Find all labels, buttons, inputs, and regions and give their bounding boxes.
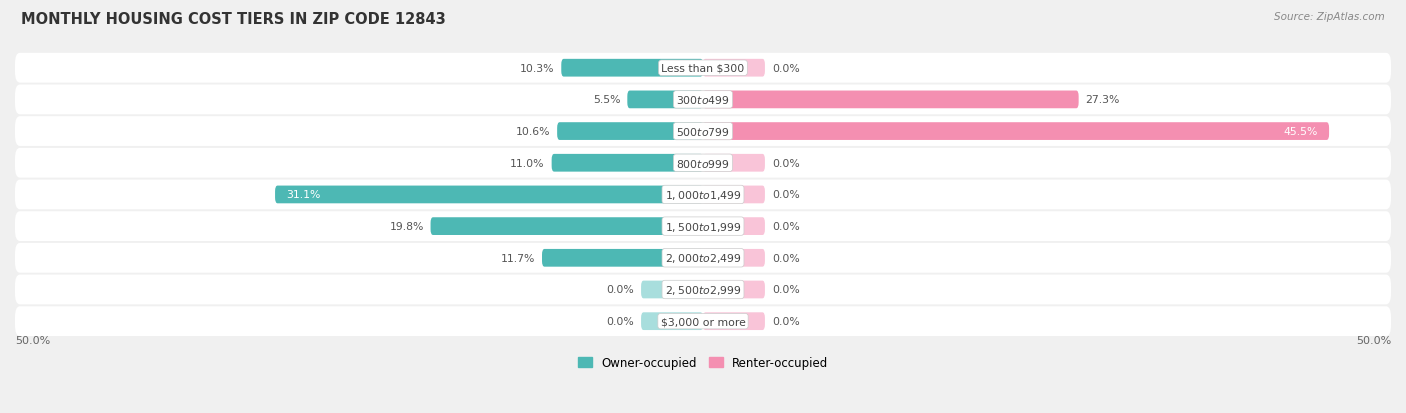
Text: 0.0%: 0.0%: [772, 253, 800, 263]
Text: 0.0%: 0.0%: [772, 64, 800, 74]
Text: 11.7%: 11.7%: [501, 253, 536, 263]
FancyBboxPatch shape: [15, 212, 1391, 242]
FancyBboxPatch shape: [557, 123, 703, 140]
Text: MONTHLY HOUSING COST TIERS IN ZIP CODE 12843: MONTHLY HOUSING COST TIERS IN ZIP CODE 1…: [21, 12, 446, 27]
Text: 50.0%: 50.0%: [1355, 335, 1391, 345]
Text: $2,500 to $2,999: $2,500 to $2,999: [665, 283, 741, 296]
Text: 19.8%: 19.8%: [389, 222, 423, 232]
FancyBboxPatch shape: [430, 218, 703, 235]
FancyBboxPatch shape: [703, 123, 1329, 140]
FancyBboxPatch shape: [15, 85, 1391, 115]
FancyBboxPatch shape: [703, 313, 765, 330]
FancyBboxPatch shape: [15, 117, 1391, 147]
Text: 27.3%: 27.3%: [1085, 95, 1121, 105]
Text: 0.0%: 0.0%: [606, 285, 634, 295]
FancyBboxPatch shape: [541, 249, 703, 267]
Legend: Owner-occupied, Renter-occupied: Owner-occupied, Renter-occupied: [572, 352, 834, 374]
Text: 0.0%: 0.0%: [772, 158, 800, 169]
Text: 10.6%: 10.6%: [516, 127, 550, 137]
Text: 5.5%: 5.5%: [593, 95, 620, 105]
Text: 10.3%: 10.3%: [520, 64, 554, 74]
FancyBboxPatch shape: [551, 154, 703, 172]
FancyBboxPatch shape: [561, 60, 703, 77]
Text: 0.0%: 0.0%: [772, 190, 800, 200]
FancyBboxPatch shape: [641, 281, 703, 299]
FancyBboxPatch shape: [15, 243, 1391, 273]
FancyBboxPatch shape: [703, 91, 1078, 109]
Text: 45.5%: 45.5%: [1284, 127, 1317, 137]
FancyBboxPatch shape: [703, 249, 765, 267]
Text: 0.0%: 0.0%: [606, 316, 634, 326]
FancyBboxPatch shape: [703, 154, 765, 172]
Text: $800 to $999: $800 to $999: [676, 157, 730, 169]
Text: $300 to $499: $300 to $499: [676, 94, 730, 106]
FancyBboxPatch shape: [15, 306, 1391, 336]
FancyBboxPatch shape: [15, 54, 1391, 83]
FancyBboxPatch shape: [276, 186, 703, 204]
FancyBboxPatch shape: [703, 281, 765, 299]
Text: $3,000 or more: $3,000 or more: [661, 316, 745, 326]
FancyBboxPatch shape: [641, 313, 703, 330]
FancyBboxPatch shape: [703, 186, 765, 204]
FancyBboxPatch shape: [703, 60, 765, 77]
Text: 0.0%: 0.0%: [772, 285, 800, 295]
Text: 11.0%: 11.0%: [510, 158, 544, 169]
FancyBboxPatch shape: [15, 149, 1391, 178]
Text: 0.0%: 0.0%: [772, 316, 800, 326]
Text: $2,000 to $2,499: $2,000 to $2,499: [665, 252, 741, 265]
Text: $500 to $799: $500 to $799: [676, 126, 730, 138]
Text: 31.1%: 31.1%: [285, 190, 321, 200]
FancyBboxPatch shape: [627, 91, 703, 109]
FancyBboxPatch shape: [703, 218, 765, 235]
FancyBboxPatch shape: [15, 275, 1391, 305]
Text: $1,000 to $1,499: $1,000 to $1,499: [665, 188, 741, 202]
Text: 0.0%: 0.0%: [772, 222, 800, 232]
Text: Source: ZipAtlas.com: Source: ZipAtlas.com: [1274, 12, 1385, 22]
Text: Less than $300: Less than $300: [661, 64, 745, 74]
Text: 50.0%: 50.0%: [15, 335, 51, 345]
FancyBboxPatch shape: [15, 180, 1391, 210]
Text: $1,500 to $1,999: $1,500 to $1,999: [665, 220, 741, 233]
